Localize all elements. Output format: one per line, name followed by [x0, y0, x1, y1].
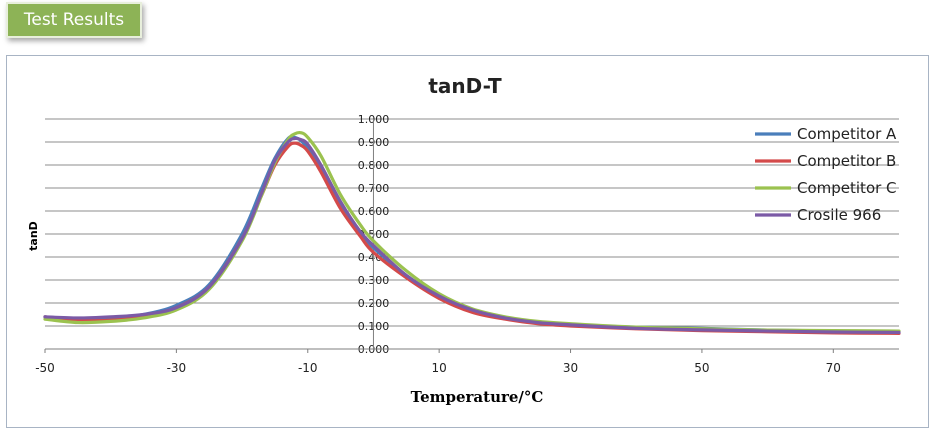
legend-label: Competitor B — [797, 152, 896, 170]
test-results-badge: Test Results — [6, 2, 142, 38]
legend-label: Crosile 966 — [797, 206, 881, 224]
x-tick-label: -10 — [298, 361, 318, 375]
axes: 0.0000.1000.2000.3000.4000.5000.6000.700… — [35, 113, 899, 375]
legend-label: Competitor C — [797, 179, 897, 197]
tand-t-chart: tanD-T 0.0000.1000.2000.3000.4000.5000.6… — [27, 74, 901, 406]
x-axis-label: Temperature/°C — [411, 388, 544, 406]
x-tick-label: 10 — [432, 361, 447, 375]
legend-label: Competitor A — [797, 125, 897, 143]
grid-lines — [45, 118, 899, 350]
x-tick-label: -50 — [35, 361, 55, 375]
x-tick-label: 70 — [826, 361, 841, 375]
chart-title: tanD-T — [428, 74, 502, 98]
x-tick-label: -30 — [167, 361, 187, 375]
legend: Competitor A Competitor B Competitor C Cros… — [755, 125, 897, 224]
y-axis-label: tanD — [27, 221, 40, 251]
series-line-crosile-966 — [43, 136, 901, 335]
x-tick-label: 30 — [563, 361, 578, 375]
x-tick-label: 50 — [694, 361, 709, 375]
chart-frame: tanD-T 0.0000.1000.2000.3000.4000.5000.6… — [6, 55, 929, 428]
series-lines — [43, 130, 901, 335]
series-line-competitor-b — [43, 141, 901, 335]
